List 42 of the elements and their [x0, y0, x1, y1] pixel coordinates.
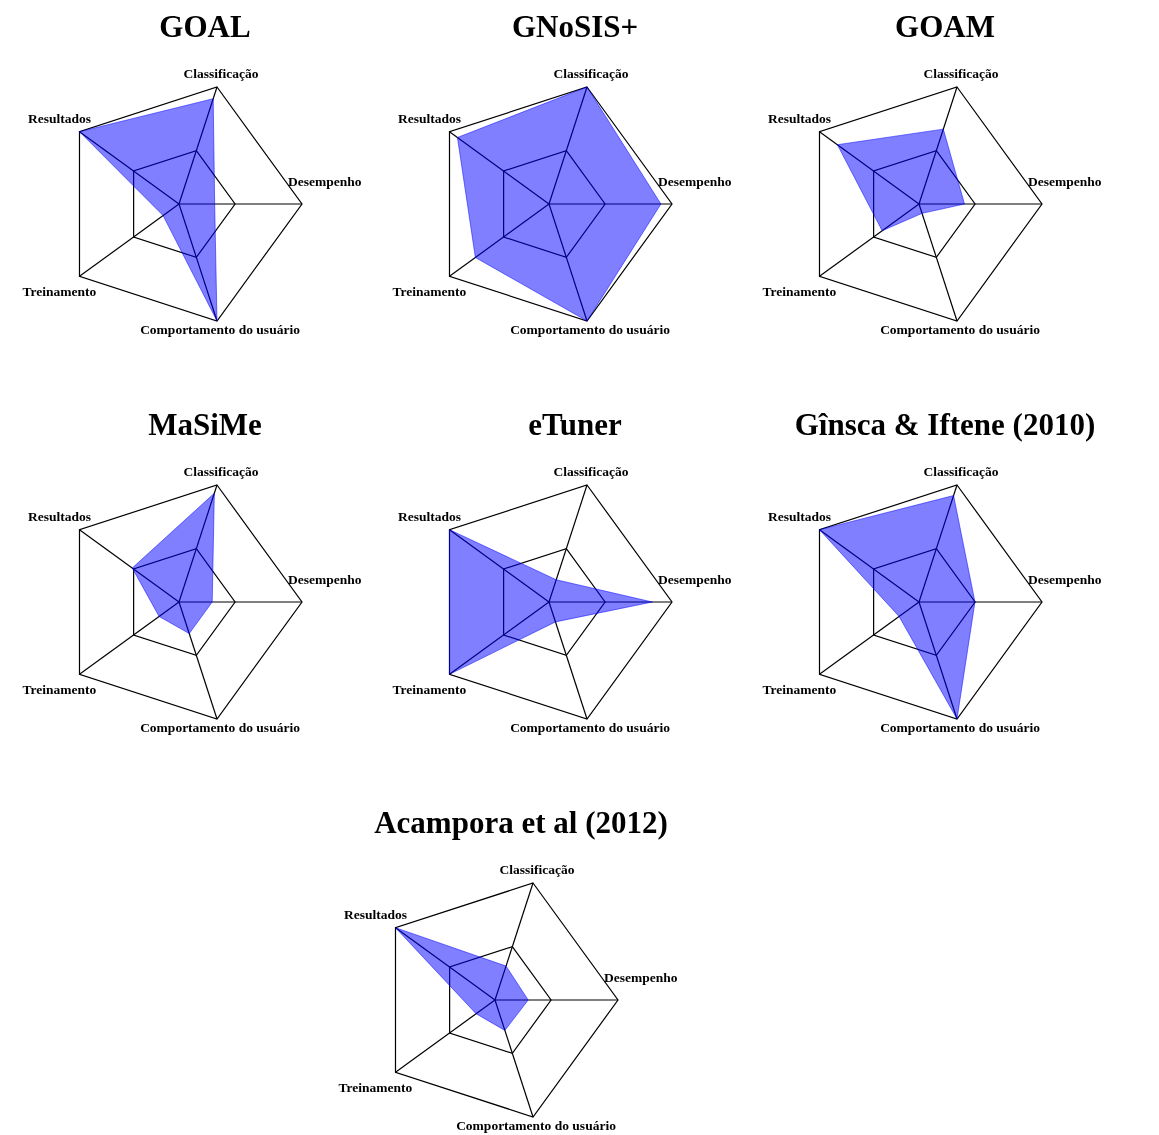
spoke-label: Resultados: [27, 110, 91, 126]
chart-title: MaSiMe: [148, 407, 262, 442]
spoke-label: Comportamento do usuário: [510, 719, 671, 735]
spoke-label: Classificação: [923, 66, 999, 82]
spoke-label: Classificação: [499, 862, 575, 878]
spoke-label: Comportamento do usuário: [510, 321, 671, 337]
spoke-label: Resultados: [397, 110, 461, 126]
spoke-label: Desempenho: [658, 572, 732, 587]
chart-title: GNoSIS+: [511, 9, 639, 44]
spoke-label: Treinamento: [762, 682, 837, 698]
spoke-label: Comportamento do usuário: [880, 719, 1041, 735]
spoke-label: Classificação: [183, 66, 259, 82]
chart-title: Gînsca & Iftene (2010): [794, 407, 1096, 442]
spoke-label: Comportamento do usuário: [140, 719, 301, 735]
spoke-label: Classificação: [183, 464, 259, 480]
spoke-label: Resultados: [27, 508, 91, 524]
spoke-label: Comportamento do usuário: [140, 321, 301, 337]
spoke-label: Desempenho: [288, 174, 362, 189]
spoke-label: Resultados: [767, 508, 831, 524]
spoke-label: Classificação: [553, 66, 629, 82]
spoke-label: Treinamento: [22, 682, 97, 698]
spoke-label: Treinamento: [762, 284, 837, 300]
spoke-label: Treinamento: [392, 682, 467, 698]
spoke-label: Resultados: [343, 906, 407, 922]
spoke-label: Resultados: [397, 508, 461, 524]
spoke-label: Desempenho: [604, 970, 678, 985]
spoke-label: Resultados: [767, 110, 831, 126]
chart-title: GOAM: [895, 9, 995, 44]
spoke-label: Desempenho: [288, 572, 362, 587]
chart-title: eTuner: [528, 407, 623, 442]
chart-title: GOAL: [159, 9, 251, 44]
spoke-label: Desempenho: [1028, 572, 1102, 587]
spoke-label: Desempenho: [658, 174, 732, 189]
spoke-label: Treinamento: [338, 1080, 413, 1096]
spoke-label: Classificação: [923, 464, 999, 480]
spoke-label: Treinamento: [22, 284, 97, 300]
spoke-label: Classificação: [553, 464, 629, 480]
spoke-label: Treinamento: [392, 284, 467, 300]
spoke-label: Comportamento do usuário: [880, 321, 1041, 337]
chart-title: Acampora et al (2012): [374, 805, 668, 840]
spoke-label: Comportamento do usuário: [456, 1117, 617, 1133]
spoke-label: Desempenho: [1028, 174, 1102, 189]
